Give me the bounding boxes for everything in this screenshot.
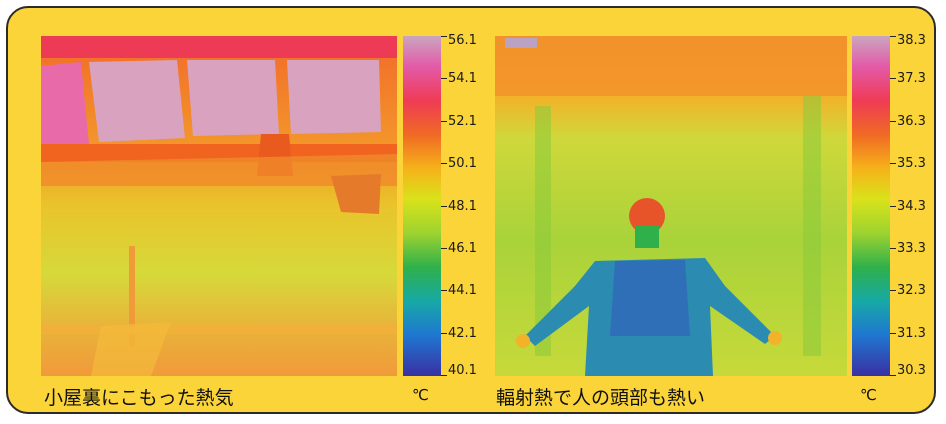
scale-tick xyxy=(441,78,447,79)
caption-person: 輻射熱で人の頭部も熱い xyxy=(496,387,706,409)
scale-label: 37.3 xyxy=(897,71,926,86)
scale-label: 32.3 xyxy=(897,283,926,298)
scale-tick xyxy=(890,375,896,376)
scale-tick xyxy=(890,78,896,79)
scale-label: 44.1 xyxy=(448,283,477,298)
scale-label: 54.1 xyxy=(448,71,477,86)
unit-left: ℃ xyxy=(412,386,429,404)
scale-label: 30.3 xyxy=(897,363,926,378)
scale-tick xyxy=(890,36,896,37)
scale-label: 38.3 xyxy=(897,33,926,48)
scale-label: 48.1 xyxy=(448,199,477,214)
scale-label: 40.1 xyxy=(448,363,477,378)
scale-tick xyxy=(890,333,896,334)
scale-label: 35.3 xyxy=(897,156,926,171)
scale-tick xyxy=(441,121,447,122)
scale-label: 56.1 xyxy=(448,33,477,48)
scale-tick xyxy=(441,290,447,291)
scale-label: 52.1 xyxy=(448,114,477,129)
scale-label: 46.1 xyxy=(448,241,477,256)
scale-tick xyxy=(890,206,896,207)
unit-right: ℃ xyxy=(860,386,877,404)
scale-tick xyxy=(441,375,447,376)
color-scale-bar-left xyxy=(403,36,441,376)
thermal-image-attic xyxy=(41,36,397,376)
scale-tick xyxy=(441,163,447,164)
scale-label: 34.3 xyxy=(897,199,926,214)
scale-label: 36.3 xyxy=(897,114,926,129)
scale-label: 33.3 xyxy=(897,241,926,256)
scale-tick xyxy=(890,248,896,249)
caption-attic: 小屋裏にこもった熱気 xyxy=(44,387,234,409)
scale-tick xyxy=(890,121,896,122)
scale-tick xyxy=(890,163,896,164)
scale-label: 42.1 xyxy=(448,326,477,341)
scale-tick xyxy=(441,206,447,207)
scale-tick xyxy=(441,333,447,334)
scale-tick xyxy=(441,248,447,249)
thermal-image-person xyxy=(495,36,847,376)
scale-label: 50.1 xyxy=(448,156,477,171)
color-scale-bar-right xyxy=(852,36,890,376)
scale-tick xyxy=(890,290,896,291)
scale-label: 31.3 xyxy=(897,326,926,341)
scale-tick xyxy=(441,36,447,37)
